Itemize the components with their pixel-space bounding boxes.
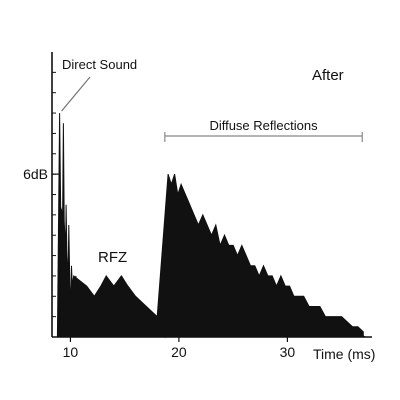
x-axis-label: Time (ms) [313, 346, 375, 362]
chart-annotations: Direct Sound After Diffuse Reflections R… [61, 57, 375, 362]
chart-marks [56, 113, 366, 339]
after-label: After [312, 67, 344, 84]
diffuse-reflections-label: Diffuse Reflections [209, 118, 318, 133]
y-axis-ticks: 6dB [23, 71, 59, 318]
direct-sound-label: Direct Sound [62, 57, 137, 72]
x-tick-label: 30 [280, 344, 296, 360]
direct-sound-leader-line [61, 76, 91, 112]
x-tick-label: 20 [171, 344, 187, 360]
rfz-label: RFZ [98, 249, 127, 266]
x-axis-ticks: 10 20 30 [63, 337, 296, 360]
x-tick-label: 10 [63, 344, 79, 360]
chart-axes: 6dB 10 20 30 [23, 52, 372, 360]
series-2-area [59, 173, 364, 338]
y-tick-label: 6dB [23, 166, 48, 182]
